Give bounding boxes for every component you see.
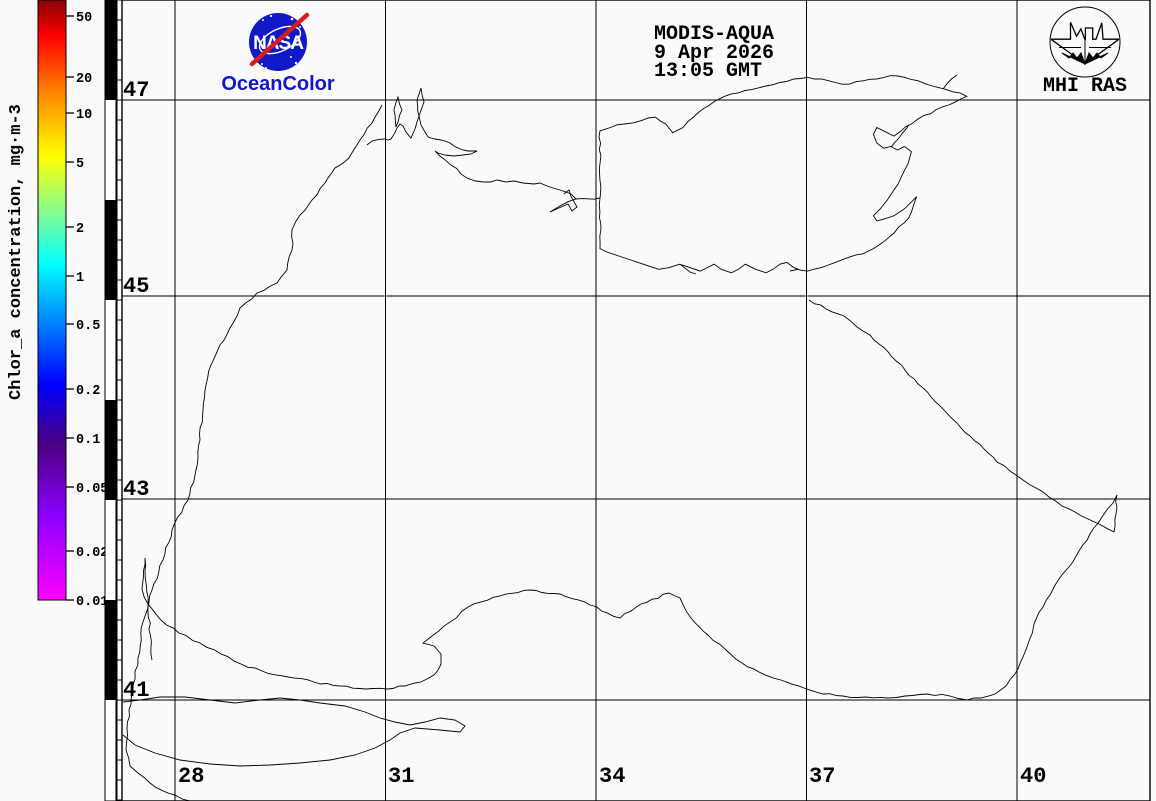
- svg-text:NASA: NASA: [253, 33, 304, 54]
- svg-text:13:05 GMT: 13:05 GMT: [654, 60, 762, 83]
- svg-text:0.05: 0.05: [76, 482, 108, 497]
- svg-text:0.02: 0.02: [76, 546, 108, 561]
- svg-text:43: 43: [123, 477, 149, 502]
- svg-text:37: 37: [809, 764, 835, 789]
- svg-text:2: 2: [76, 222, 84, 237]
- svg-text:5: 5: [76, 157, 84, 172]
- svg-text:50: 50: [76, 11, 92, 26]
- svg-text:0.2: 0.2: [76, 384, 100, 399]
- svg-text:1: 1: [76, 271, 84, 286]
- svg-text:MHI RAS: MHI RAS: [1043, 75, 1127, 98]
- svg-text:20: 20: [76, 72, 92, 87]
- svg-text:10: 10: [76, 108, 92, 123]
- svg-text:0.1: 0.1: [76, 433, 100, 448]
- svg-text:OceanColor: OceanColor: [221, 73, 335, 95]
- svg-text:31: 31: [388, 764, 414, 789]
- svg-text:Chlor_a concentration, mg·m-3: Chlor_a concentration, mg·m-3: [7, 104, 26, 400]
- svg-text:34: 34: [599, 764, 625, 789]
- svg-text:45: 45: [123, 274, 149, 299]
- svg-text:28: 28: [178, 764, 204, 789]
- svg-text:47: 47: [123, 78, 149, 103]
- svg-text:41: 41: [123, 678, 149, 703]
- svg-text:0.5: 0.5: [76, 319, 100, 334]
- svg-text:40: 40: [1020, 764, 1046, 789]
- svg-text:0.01: 0.01: [76, 595, 108, 610]
